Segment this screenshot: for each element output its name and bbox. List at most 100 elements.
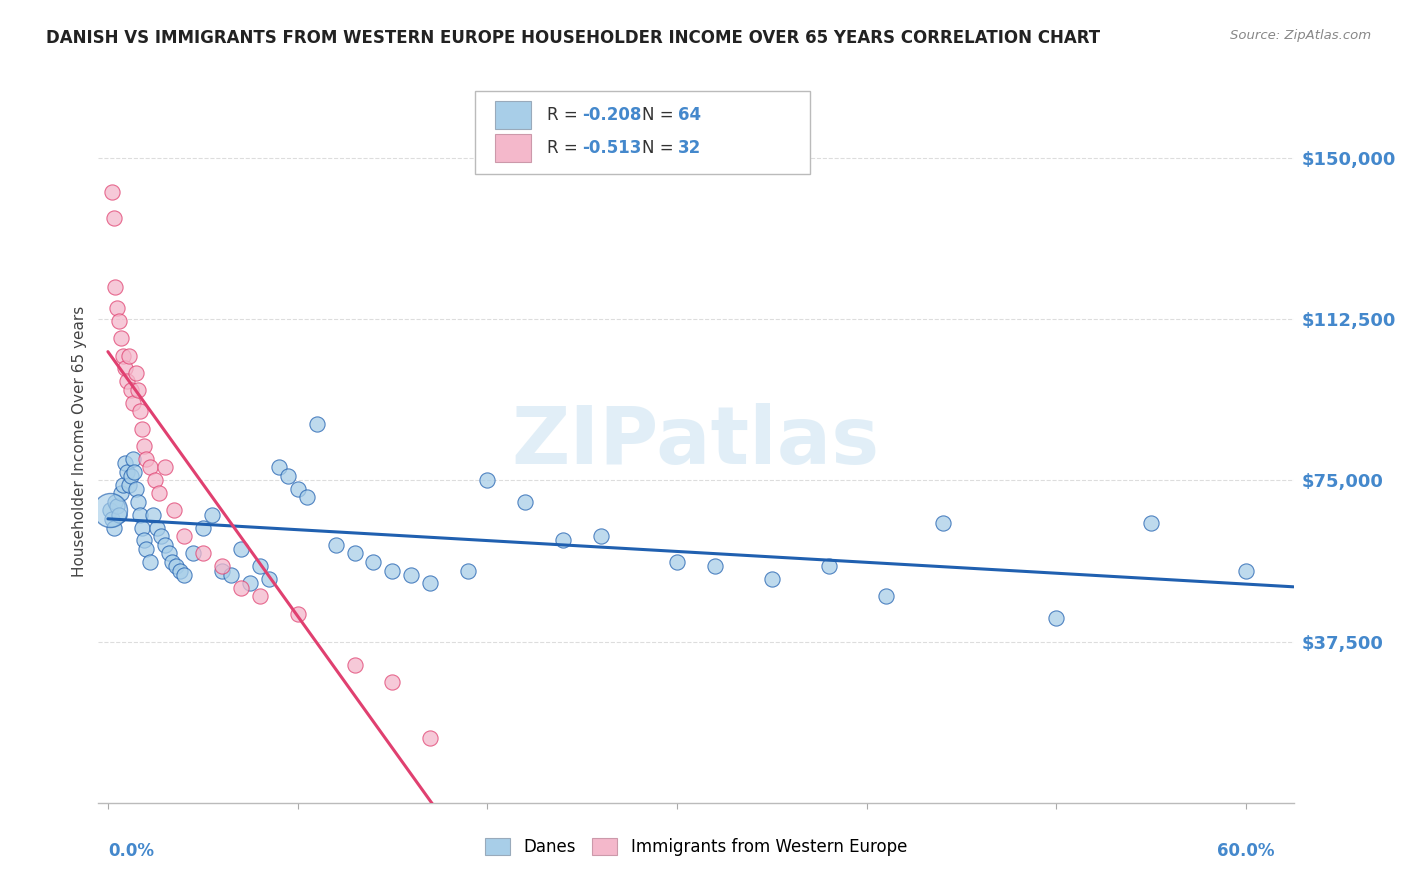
- Point: [287, 607, 309, 621]
- Text: 0.0%: 0.0%: [108, 842, 153, 860]
- Point: [219, 567, 242, 582]
- Point: [103, 211, 125, 225]
- Point: [108, 508, 131, 522]
- Point: [98, 503, 121, 517]
- Point: [169, 564, 191, 578]
- Point: [419, 576, 441, 591]
- Point: [343, 658, 366, 673]
- Point: [112, 349, 135, 363]
- Point: [239, 576, 262, 591]
- Point: [931, 516, 953, 531]
- Point: [211, 559, 233, 574]
- Point: [157, 546, 180, 560]
- Point: [105, 499, 128, 513]
- Point: [127, 494, 149, 508]
- Point: [401, 567, 423, 582]
- Point: [191, 520, 214, 534]
- Point: [104, 279, 127, 293]
- Text: N =: N =: [643, 106, 679, 124]
- Point: [229, 542, 252, 557]
- Point: [125, 366, 148, 380]
- Point: [135, 542, 157, 557]
- Point: [591, 529, 613, 543]
- Point: [120, 383, 142, 397]
- Point: [105, 301, 128, 316]
- Text: N =: N =: [643, 139, 679, 157]
- Point: [131, 520, 153, 534]
- Point: [477, 473, 499, 487]
- Point: [875, 590, 897, 604]
- Text: -0.208: -0.208: [582, 106, 641, 124]
- Y-axis label: Householder Income Over 65 years: Householder Income Over 65 years: [72, 306, 87, 577]
- Point: [515, 494, 537, 508]
- Point: [150, 529, 173, 543]
- Point: [146, 520, 169, 534]
- Point: [165, 559, 187, 574]
- Point: [114, 361, 136, 376]
- Text: -0.513: -0.513: [582, 139, 641, 157]
- Point: [125, 482, 148, 496]
- Point: [143, 473, 166, 487]
- Point: [817, 559, 839, 574]
- Point: [257, 572, 280, 586]
- Point: [121, 396, 143, 410]
- Text: ZIPatlas: ZIPatlas: [512, 402, 880, 481]
- Point: [104, 494, 127, 508]
- Point: [120, 469, 142, 483]
- Point: [703, 559, 725, 574]
- Point: [138, 555, 160, 569]
- Point: [1234, 564, 1257, 578]
- Point: [277, 469, 299, 483]
- FancyBboxPatch shape: [495, 101, 531, 128]
- Point: [118, 349, 141, 363]
- Point: [138, 460, 160, 475]
- Point: [181, 546, 204, 560]
- Point: [162, 555, 184, 569]
- Point: [135, 451, 157, 466]
- Point: [131, 422, 153, 436]
- Point: [108, 314, 131, 328]
- Point: [98, 503, 121, 517]
- FancyBboxPatch shape: [475, 91, 810, 174]
- Point: [110, 486, 132, 500]
- Point: [1140, 516, 1163, 531]
- Point: [112, 477, 135, 491]
- Text: 64: 64: [678, 106, 702, 124]
- Point: [148, 486, 170, 500]
- Point: [100, 185, 122, 199]
- Point: [419, 731, 441, 746]
- Text: R =: R =: [547, 106, 582, 124]
- Point: [153, 460, 176, 475]
- Point: [129, 508, 152, 522]
- Point: [457, 564, 479, 578]
- Text: R =: R =: [547, 139, 582, 157]
- Text: 60.0%: 60.0%: [1218, 842, 1275, 860]
- Point: [121, 451, 143, 466]
- Point: [129, 404, 152, 418]
- Point: [343, 546, 366, 560]
- Point: [229, 581, 252, 595]
- Point: [100, 512, 122, 526]
- Point: [1045, 611, 1067, 625]
- Legend: Danes, Immigrants from Western Europe: Danes, Immigrants from Western Europe: [478, 831, 914, 863]
- Point: [287, 482, 309, 496]
- Point: [163, 503, 186, 517]
- Point: [249, 559, 271, 574]
- Point: [305, 417, 328, 432]
- Point: [666, 555, 689, 569]
- Point: [110, 331, 132, 345]
- Point: [103, 520, 125, 534]
- Point: [381, 564, 404, 578]
- Point: [249, 590, 271, 604]
- Point: [173, 529, 195, 543]
- Point: [191, 546, 214, 560]
- Point: [118, 477, 141, 491]
- Point: [127, 383, 149, 397]
- Point: [132, 533, 155, 548]
- Point: [553, 533, 575, 548]
- Text: DANISH VS IMMIGRANTS FROM WESTERN EUROPE HOUSEHOLDER INCOME OVER 65 YEARS CORREL: DANISH VS IMMIGRANTS FROM WESTERN EUROPE…: [46, 29, 1101, 46]
- Point: [115, 465, 138, 479]
- Point: [201, 508, 224, 522]
- Text: Source: ZipAtlas.com: Source: ZipAtlas.com: [1230, 29, 1371, 42]
- Point: [132, 439, 155, 453]
